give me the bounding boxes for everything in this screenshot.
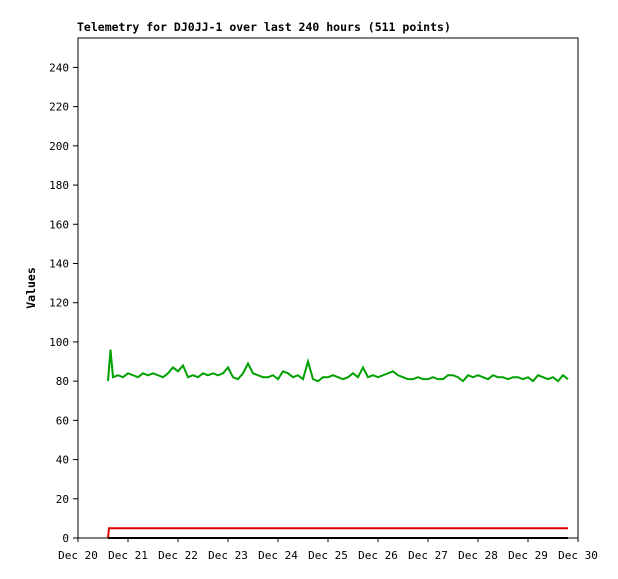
y-tick-label: 220 bbox=[49, 101, 69, 114]
x-tick-label: Dec 30 bbox=[558, 549, 598, 562]
y-tick-label: 20 bbox=[56, 493, 69, 506]
series-line bbox=[107, 527, 568, 539]
y-tick-label: 200 bbox=[49, 140, 69, 153]
x-tick-label: Dec 26 bbox=[358, 549, 398, 562]
y-tick-label: 160 bbox=[49, 218, 69, 231]
y-tick-label: 100 bbox=[49, 336, 69, 349]
y-tick-label: 140 bbox=[49, 257, 69, 270]
x-tick-label: Dec 29 bbox=[508, 549, 548, 562]
x-tick-label: Dec 28 bbox=[458, 549, 498, 562]
x-tick-label: Dec 27 bbox=[408, 549, 448, 562]
x-tick-label: Dec 23 bbox=[208, 549, 248, 562]
chart-title: Telemetry for DJ0JJ-1 over last 240 hour… bbox=[77, 20, 451, 34]
y-tick-label: 60 bbox=[56, 414, 69, 427]
y-tick-label: 180 bbox=[49, 179, 69, 192]
y-tick-label: 120 bbox=[49, 297, 69, 310]
plot-frame bbox=[77, 37, 579, 539]
x-tick-label: Dec 21 bbox=[108, 549, 148, 562]
x-tick-label: Dec 20 bbox=[58, 549, 98, 562]
y-axis-label: Values bbox=[24, 267, 38, 309]
x-tick-label: Dec 25 bbox=[308, 549, 348, 562]
y-tick-label: 240 bbox=[49, 61, 69, 74]
y-tick-label: 40 bbox=[56, 454, 69, 467]
x-tick-label: Dec 22 bbox=[158, 549, 198, 562]
y-tick-label: 80 bbox=[56, 375, 69, 388]
y-tick-label: 0 bbox=[62, 532, 69, 545]
x-tick-label: Dec 24 bbox=[258, 549, 298, 562]
series-line bbox=[107, 349, 569, 383]
